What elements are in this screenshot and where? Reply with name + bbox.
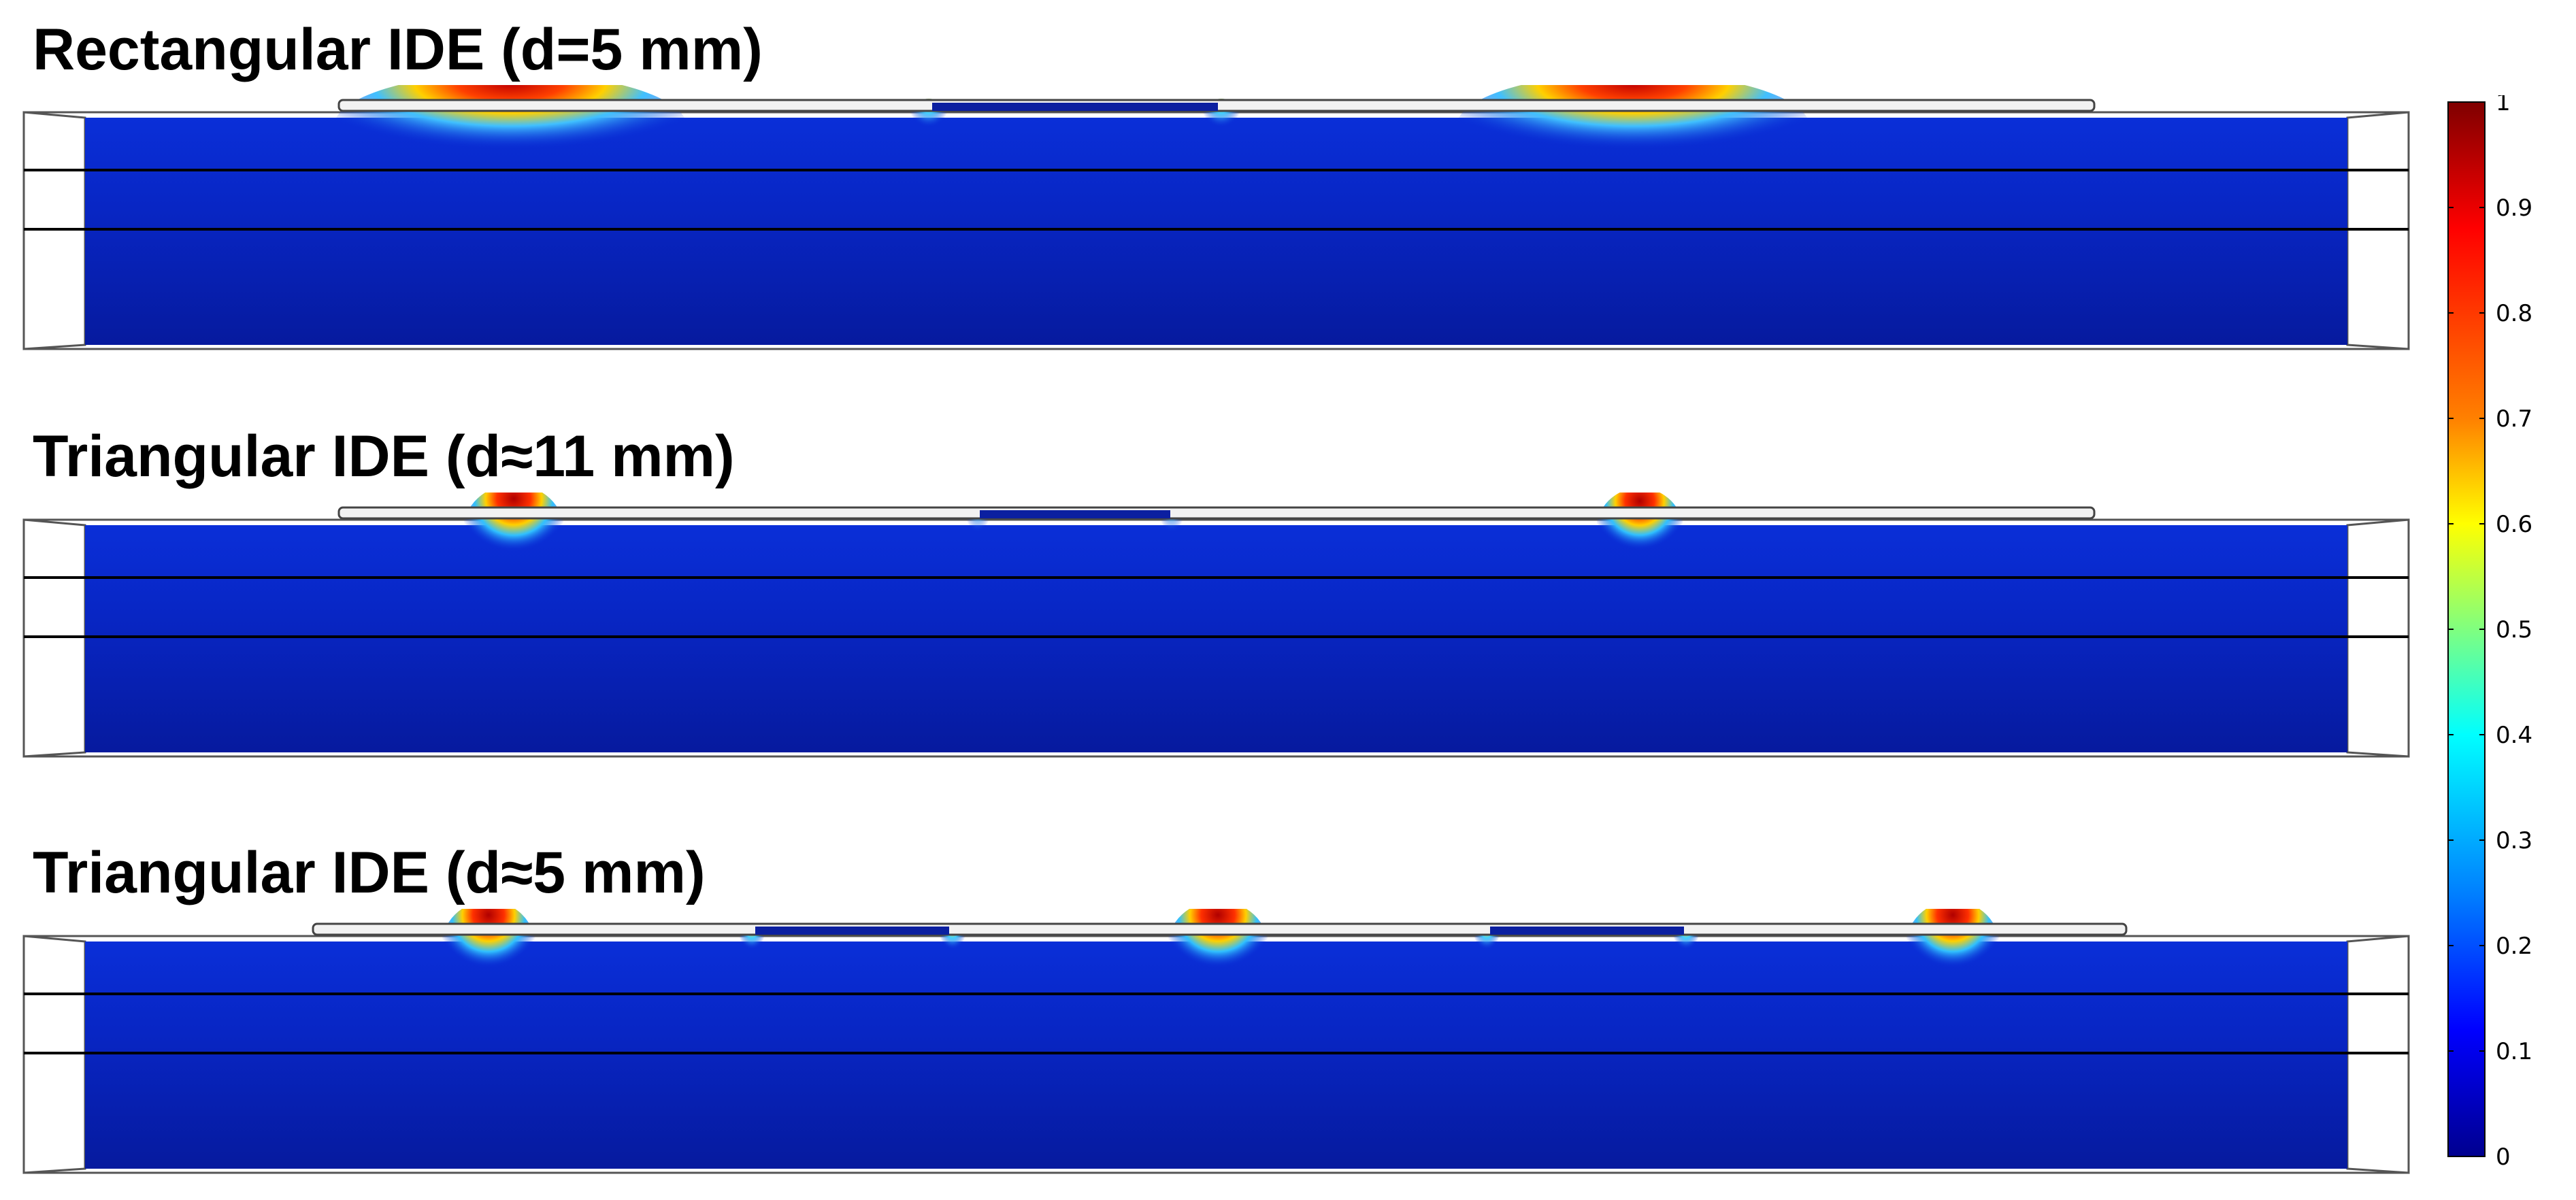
electrode-gap bbox=[932, 103, 1218, 111]
electrode-strip bbox=[312, 922, 2128, 936]
colorbar-ticks: 1 0.9 0.8 0.7 0.6 0.5 0.4 0.3 0.2 0.1 0 bbox=[2448, 95, 2532, 1170]
colorbar-tick-label: 0.6 bbox=[2496, 511, 2532, 538]
colorbar-tick-label: 0.2 bbox=[2496, 933, 2532, 960]
colorbar-tick-label: 0.8 bbox=[2496, 300, 2532, 327]
substrate-region bbox=[85, 525, 2347, 752]
field-hotspot bbox=[1473, 927, 1500, 965]
field-map-rectangular-d5 bbox=[22, 85, 2410, 350]
colorbar-tick-label: 1 bbox=[2496, 95, 2511, 116]
field-hotspot bbox=[738, 927, 765, 965]
colorbar-tick-label: 0.1 bbox=[2496, 1038, 2532, 1065]
field-map-triangular-d5 bbox=[22, 909, 2410, 1174]
colorbar: 1 0.9 0.8 0.7 0.6 0.5 0.4 0.3 0.2 0.1 0 bbox=[2447, 95, 2532, 1170]
panel-title-triangular-d11: Triangular IDE (d≈11 mm) bbox=[33, 424, 735, 489]
colorbar-tick-label: 0.9 bbox=[2496, 195, 2532, 222]
electrode-gap bbox=[980, 510, 1170, 518]
panel-title-rectangular-d5: Rectangular IDE (d=5 mm) bbox=[33, 17, 763, 82]
colorbar-tick-label: 0.4 bbox=[2496, 722, 2532, 749]
panel-title-triangular-d5: Triangular IDE (d≈5 mm) bbox=[33, 840, 706, 905]
colorbar-tick-label: 0.3 bbox=[2496, 827, 2532, 854]
electrode-gap bbox=[1490, 927, 1684, 935]
field-map-triangular-d11 bbox=[22, 493, 2410, 758]
colorbar-gradient bbox=[2447, 101, 2486, 1157]
field-hotspot bbox=[1672, 927, 1700, 965]
colorbar-tick-label: 0.7 bbox=[2496, 405, 2532, 433]
electrode-strip bbox=[337, 506, 2096, 520]
electrode-gap bbox=[755, 927, 949, 935]
colorbar-tick-label: 0 bbox=[2496, 1144, 2511, 1170]
colorbar-tick-label: 0.5 bbox=[2496, 616, 2532, 644]
field-hotspot bbox=[939, 927, 966, 965]
